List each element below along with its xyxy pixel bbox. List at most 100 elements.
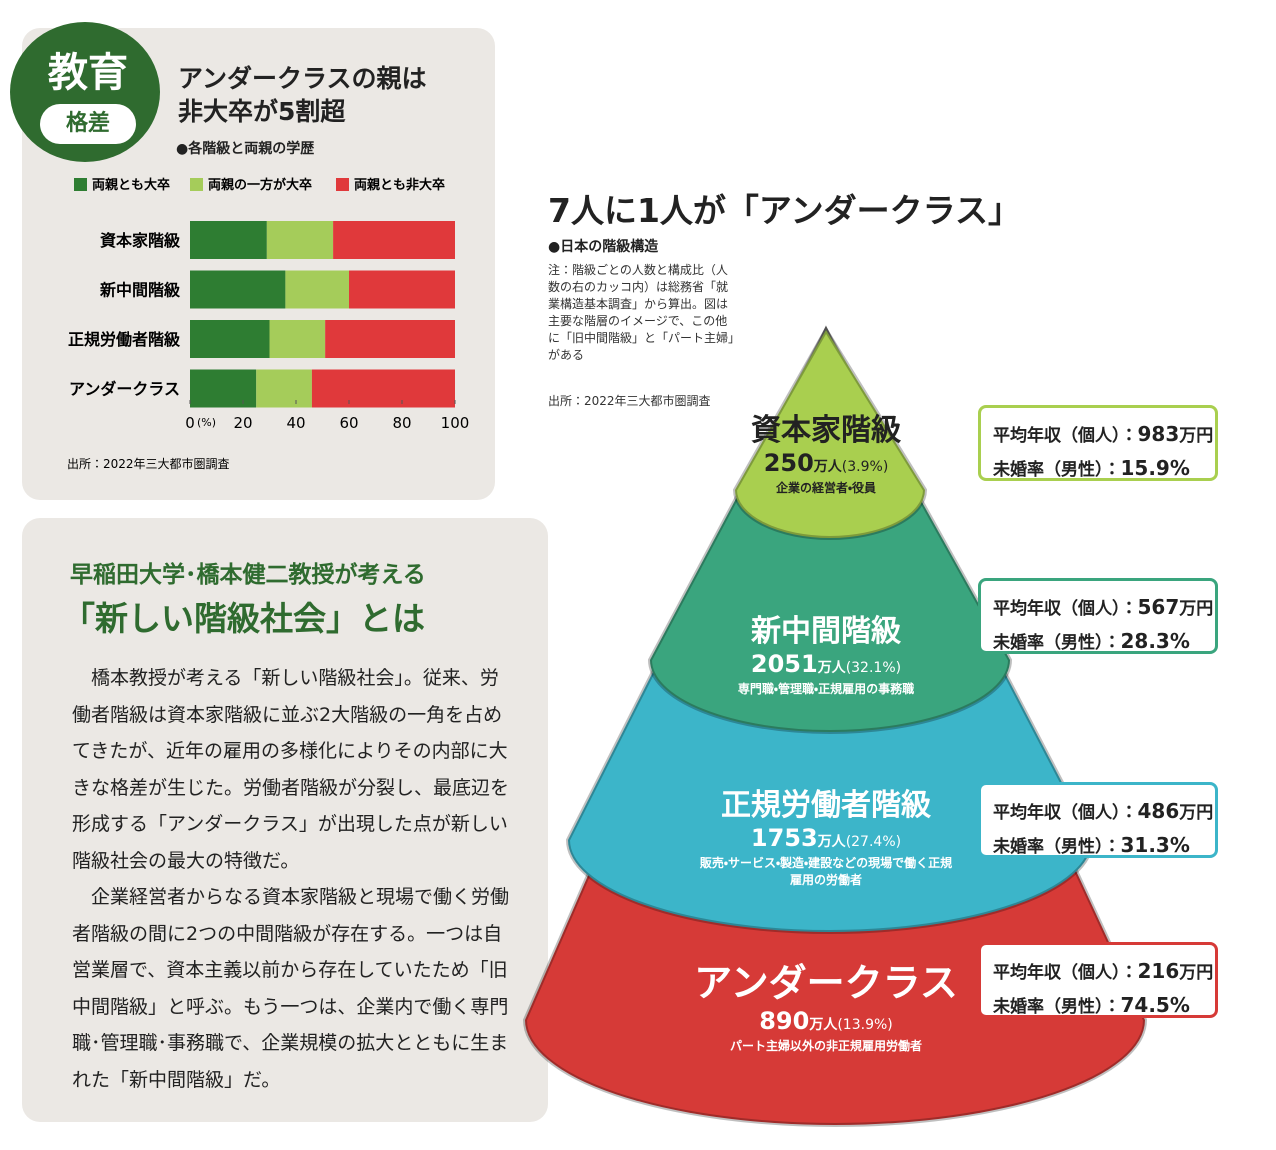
paragraph: 企業経営者からなる資本家階級と現場で働く労働者階級の間に2つの中間階級が存在する… [72, 886, 510, 1091]
level-label: アンダークラス 890万人(13.9%) パート主婦以外の非正規雇用労働者 [626, 952, 1026, 1054]
bar [269, 320, 326, 358]
level-name: 正規労働者階級 [721, 788, 931, 823]
unmarried-row: 未婚率（男性）：28.3% [993, 625, 1215, 659]
legend-swatch [190, 178, 203, 191]
legend-swatch [74, 178, 87, 191]
stat-box: 平均年収（個人）：216万円 未婚率（男性）：74.5% [978, 942, 1218, 1018]
y-tick-label: 正規労働者階級 [68, 330, 181, 349]
level-count: 250 [763, 449, 814, 477]
source: 出所：2022年三大都市圏調査 [67, 457, 230, 471]
unmarried-row: 未婚率（男性）：31.3% [993, 829, 1215, 863]
level-label: 新中間階級 2051万人(32.1%) 専門職・管理職・正規雇用の事務職 [626, 606, 1026, 697]
bar [190, 369, 257, 408]
badge-sub: 格差 [40, 104, 136, 144]
unmarried-value: 74.5% [1120, 993, 1190, 1017]
x-tick-label: 0 [185, 414, 195, 432]
bar [285, 270, 349, 309]
count-unit: 万人 [817, 834, 846, 850]
stat-box: 平均年収（個人）：567万円未婚率（男性）：28.3% [978, 578, 1218, 654]
chart-subtitle: ●各階級と両親の学歴 [176, 141, 315, 157]
income-label: 平均年収（個人）： [993, 426, 1138, 446]
pyramid-subtitle: ●日本の階級構造 [548, 239, 659, 255]
level-name: アンダークラス [694, 961, 958, 1005]
x-tick-label: 100 [441, 414, 470, 432]
count-unit: 万人 [813, 459, 842, 475]
income-unit: 万円 [1179, 599, 1214, 619]
level-description: 企業の経営者・役員 [775, 481, 877, 495]
level-share: (3.9%) [841, 459, 889, 475]
unmarried-label: 未婚率（男性）： [993, 633, 1121, 653]
unmarried-row: 未婚率（男性）：15.9% [993, 452, 1215, 486]
pyramid-title: 7人に1人が「アンダークラス」 [548, 191, 1021, 230]
income-unit: 万円 [1179, 963, 1214, 983]
pyramid [522, 325, 1148, 1127]
income-unit: 万円 [1179, 426, 1214, 446]
unmarried-value: 28.3% [1120, 629, 1190, 653]
level-count: 1753 [750, 824, 818, 852]
chart-title: アンダークラスの親は非大卒が5割超 [178, 64, 427, 126]
level-label: 正規労働者階級 1753万人(27.4%) 販売・サービス・製造・建設などの現場で働… [626, 780, 1026, 888]
unmarried-label: 未婚率（男性）： [993, 460, 1121, 480]
unmarried-label: 未婚率（男性）： [993, 837, 1121, 857]
income-label: 平均年収（個人）： [993, 803, 1138, 823]
level-name: 資本家階級 [751, 413, 901, 448]
x-tick-label: 40 [286, 414, 305, 432]
y-tick-label: アンダークラス [69, 380, 180, 399]
article-heading: 「新しい階級社会」とは [62, 599, 425, 638]
count-unit: 万人 [817, 660, 846, 676]
y-tick-label: 新中間階級 [99, 281, 181, 300]
unmarried-value: 31.3% [1120, 833, 1190, 857]
x-tick-label: 20 [233, 414, 252, 432]
income-value: 567 [1137, 595, 1180, 619]
level-name: 新中間階級 [751, 614, 901, 649]
income-unit: 万円 [1179, 803, 1214, 823]
bar [256, 369, 312, 408]
level-share: (32.1%) [845, 660, 902, 676]
count-unit: 万人 [809, 1017, 838, 1033]
y-tick-label: 資本家階級 [100, 231, 181, 250]
article-heading: 早稲田大学･橋本健二教授が考える [70, 562, 426, 588]
x-tick-label: 80 [392, 414, 411, 432]
x-unit: (%) [197, 416, 216, 429]
article-body: 橋本教授が考える「新しい階級社会」。従来、労働者階級は資本家階級に並ぶ2大階級の… [72, 660, 516, 1098]
unmarried-row: 未婚率（男性）：74.5% [993, 989, 1215, 1023]
legend-label: 両親の一方が大卒 [208, 177, 312, 193]
bar [349, 270, 455, 309]
x-tick-label: 60 [339, 414, 358, 432]
income-row: 平均年収（個人）：983万円 [993, 418, 1215, 452]
note: 注：階級ごとの人数と構成比（人数の右のカッコ内）は総務省「就業構造基本調査」から… [548, 263, 735, 362]
income-value: 216 [1137, 959, 1180, 983]
article-panel [22, 518, 548, 1122]
bar [190, 221, 267, 259]
bar [311, 369, 455, 408]
level-count: 2051 [750, 650, 818, 678]
income-label: 平均年収（個人）： [993, 963, 1138, 983]
income-row: 平均年収（個人）：567万円 [993, 591, 1215, 625]
level-count-row: 890万人(13.9%) [626, 1007, 1026, 1035]
bar [333, 221, 455, 259]
legend-label: 両親とも大卒 [92, 177, 170, 193]
pyramid-layer [732, 326, 928, 540]
level-count: 890 [759, 1007, 810, 1035]
level-description: 専門職・管理職・正規雇用の事務職 [737, 682, 915, 696]
bar [190, 320, 270, 358]
income-value: 983 [1137, 422, 1180, 446]
bar [325, 320, 455, 358]
badge-main: 教育 [48, 50, 128, 96]
level-count-row: 2051万人(32.1%) [626, 650, 1026, 678]
bar-chart: 両親とも大卒 両親の一方が大卒 両親とも非大卒資本家階級新中間階級正規労働者階級アン… [67, 177, 470, 471]
level-description: 販売・サービス・製造・建設などの現場で働く正規雇用の労働者 [699, 856, 953, 887]
income-value: 486 [1137, 799, 1180, 823]
unmarried-value: 15.9% [1120, 456, 1190, 480]
level-share: (13.9%) [837, 1017, 893, 1033]
level-label: 資本家階級 250万人(3.9%) 企業の経営者・役員 [626, 405, 1026, 496]
bar [266, 221, 334, 259]
legend-swatch [336, 178, 349, 191]
level-count-row: 1753万人(27.4%) [626, 824, 1026, 852]
level-share: (27.4%) [845, 834, 902, 850]
stat-box: 平均年収（個人）：983万円未婚率（男性）：15.9% [978, 405, 1218, 481]
source: 出所：2022年三大都市圏調査 [548, 394, 711, 408]
income-row: 平均年収（個人）：216万円 [993, 955, 1215, 989]
paragraph: 橋本教授が考える「新しい階級社会」。従来、労働者階級は資本家階級に並ぶ2大階級の… [72, 667, 510, 872]
